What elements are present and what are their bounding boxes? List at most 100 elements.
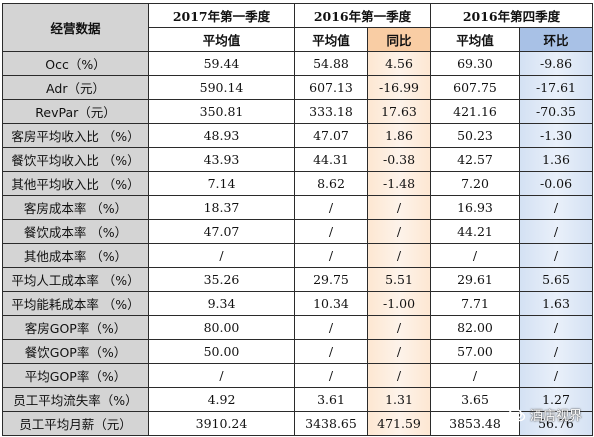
cell-2016-q1-avg: / [294,315,368,340]
cell-yoy: 4.56 [367,51,431,76]
cell-2016-q1-avg: / [294,219,368,244]
cell-2016-q4-avg: 57.00 [430,339,520,364]
cell-yoy: / [367,315,431,340]
cell-yoy: 471.59 [367,411,431,436]
row-label: 其他平均收入比 （%） [2,171,149,196]
table-row: 餐饮成本率 （%） 47.07//44.21/ [2,219,593,244]
cell-yoy: -1.48 [367,171,431,196]
cell-qoq: -70.35 [519,99,593,124]
table-row: RevPar（元） 350.81 333.18 17.63 421.16 -70.35 [2,99,593,124]
row-label: RevPar（元） [2,99,149,124]
table-row: 平均能耗成本率 （%） 9.34 10.34 -1.00 7.71 1.63 [2,291,593,316]
cell-yoy: 1.86 [367,123,431,148]
header-2016-q1: 2016年第一季度 [294,3,431,28]
cell-2016-q4-avg: 16.93 [430,195,520,220]
cell-qoq: / [519,363,593,388]
cell-2017-q1-avg: 590.14 [148,75,295,100]
watermark: 酒店视界 [508,405,582,424]
watermark-text: 酒店视界 [530,409,583,424]
cell-2017-q1-avg: 350.81 [148,99,295,124]
cell-2016-q1-avg: 44.31 [294,147,368,172]
cell-qoq: 5.65 [519,267,593,292]
cell-yoy: / [367,363,431,388]
cell-2016-q1-avg: 3438.65 [294,411,368,436]
table-row: Adr（元） 590.14 607.13 -16.99 607.75 -17.61 [2,75,593,100]
cell-yoy: / [367,195,431,220]
subheader-avg-2017-q1: 平均值 [148,27,295,52]
cell-yoy: 5.51 [367,267,431,292]
table-row: 其他成本率 （%） / / / / / [2,243,593,268]
cell-2017-q1-avg: 47.07 [148,219,295,244]
cell-2017-q1-avg: 48.93 [148,123,295,148]
row-label: Occ（%） [2,51,149,76]
cell-2016-q4-avg: 42.57 [430,147,520,172]
cell-2016-q1-avg: 607.13 [294,75,368,100]
row-label: Adr（元） [2,75,149,100]
cell-2016-q4-avg: 69.30 [430,51,520,76]
table-row: 员工平均流失率（%） 4.92 3.61 1.31 3.65 1.27 [2,387,593,412]
cell-2016-q4-avg: / [430,243,520,268]
cell-2016-q1-avg: 47.07 [294,123,368,148]
row-label: 平均GOP率（%） [2,363,149,388]
table-row: 客房成本率 （%） 18.37//16.93/ [2,195,593,220]
cell-2016-q1-avg: 10.34 [294,291,368,316]
cell-2017-q1-avg: 80.00 [148,315,295,340]
cell-2016-q1-avg: / [294,363,368,388]
cell-2016-q1-avg: / [294,195,368,220]
cell-2016-q4-avg: 50.23 [430,123,520,148]
cell-qoq: / [519,195,593,220]
cell-qoq: -17.61 [519,75,593,100]
subheader-avg-2016-q4: 平均值 [430,27,520,52]
row-label: 餐饮平均收入比 （%） [2,147,149,172]
cell-2016-q4-avg: 3.65 [430,387,520,412]
cell-2017-q1-avg: 18.37 [148,195,295,220]
cell-2017-q1-avg: 35.26 [148,267,295,292]
cell-2017-q1-avg: 9.34 [148,291,295,316]
cell-2016-q1-avg: 3.61 [294,387,368,412]
row-label: 餐饮成本率 （%） [2,219,149,244]
row-label: 其他成本率 （%） [2,243,149,268]
cell-2017-q1-avg: / [148,363,295,388]
table-row: 客房GOP率（%） 80.00//82.00/ [2,315,593,340]
cell-qoq: -1.30 [519,123,593,148]
cell-qoq: 1.36 [519,147,593,172]
cell-2016-q4-avg: 421.16 [430,99,520,124]
table-row: 其他平均收入比 （%） 7.14 8.62 -1.48 7.20 -0.06 [2,171,593,196]
cell-2016-q1-avg: 29.75 [294,267,368,292]
table-row: 客房平均收入比 （%） 48.93 47.07 1.86 50.23 -1.30 [2,123,593,148]
cell-2017-q1-avg: / [148,243,295,268]
table-row: 平均GOP率（%） / / / / / [2,363,593,388]
cell-2016-q1-avg: 333.18 [294,99,368,124]
table-row: 餐饮GOP率（%） 50.00//57.00/ [2,339,593,364]
cell-yoy: -0.38 [367,147,431,172]
table-row: 员工平均月薪（元） 3910.24 3438.65 471.59 3853.48 56.7… [2,411,593,436]
cell-2016-q4-avg: 7.71 [430,291,520,316]
row-label: 员工平均月薪（元） [2,411,149,436]
cell-qoq: / [519,339,593,364]
cell-2016-q4-avg: 3853.48 [430,411,520,436]
cell-2016-q4-avg: 29.61 [430,267,520,292]
cell-qoq: 56.76 [519,411,593,436]
cell-qoq: 1.27 [519,387,593,412]
cell-2016-q1-avg: 54.88 [294,51,368,76]
cell-2016-q4-avg: 82.00 [430,315,520,340]
subheader-qoq: 环比 [519,27,593,52]
cell-qoq: / [519,219,593,244]
cell-yoy: 17.63 [367,99,431,124]
cell-yoy: / [367,243,431,268]
cell-2016-q4-avg: 7.20 [430,171,520,196]
cell-2017-q1-avg: 4.92 [148,387,295,412]
cell-yoy: -16.99 [367,75,431,100]
cell-2016-q1-avg: / [294,339,368,364]
row-label: 客房成本率 （%） [2,195,149,220]
cell-yoy: / [367,219,431,244]
row-label: 平均人工成本率 （%） [2,267,149,292]
header-2016-q4: 2016年第四季度 [430,3,593,28]
cell-2016-q1-avg: / [294,243,368,268]
cell-2016-q4-avg: 607.75 [430,75,520,100]
cell-2017-q1-avg: 43.93 [148,147,295,172]
cell-2017-q1-avg: 50.00 [148,339,295,364]
table-row: Occ（%） 59.44 54.88 4.56 69.30 -9.86 [2,51,593,76]
cell-2016-q4-avg: / [430,363,520,388]
row-label: 平均能耗成本率 （%） [2,291,149,316]
